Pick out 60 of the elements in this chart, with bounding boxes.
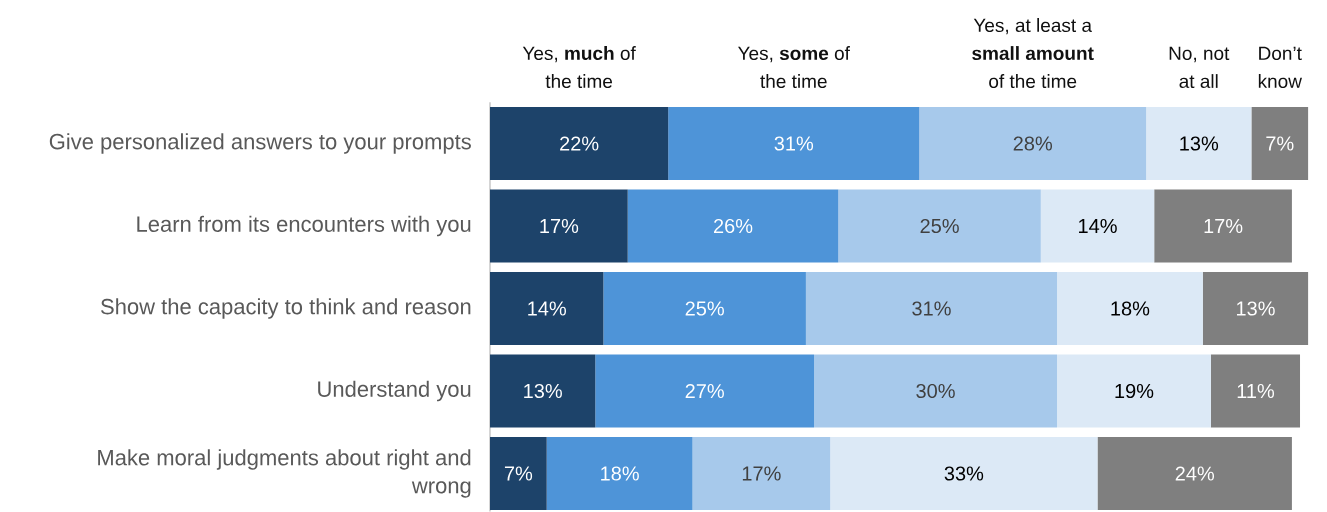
bar	[805, 272, 1058, 346]
y-tick-label: Understand you	[318, 380, 471, 402]
data-label: 25%	[685, 301, 724, 316]
bar	[692, 437, 831, 511]
series-label: No, not at all	[1169, 46, 1230, 89]
data-label: 14%	[528, 301, 567, 316]
data-label: 11%	[1237, 384, 1275, 398]
data-label: 19%	[1115, 383, 1154, 399]
data-label: 27%	[685, 383, 724, 399]
bar	[595, 354, 814, 428]
bar	[830, 437, 1098, 511]
series-label: Yes, some of the time	[738, 46, 850, 89]
data-label: 13%	[1180, 136, 1219, 151]
bar	[490, 106, 669, 181]
data-label: 18%	[1111, 301, 1150, 316]
data-label: 17%	[540, 219, 579, 233]
data-label: 31%	[912, 301, 951, 316]
bar	[1202, 272, 1309, 346]
bar	[603, 272, 806, 346]
data-label: 7%	[1266, 136, 1294, 151]
bar	[546, 437, 693, 511]
series-label: Don’t know	[1258, 46, 1302, 89]
bar	[1040, 189, 1155, 263]
bar	[490, 272, 604, 346]
y-tick-label: Learn from its encounters with you	[137, 215, 471, 237]
bar	[490, 189, 628, 263]
bar	[1057, 272, 1203, 346]
data-label: 24%	[1175, 466, 1215, 481]
series-label: Yes, much of the time	[522, 46, 636, 89]
series-label: Yes, at least a small amount of the time	[972, 18, 1094, 89]
bar	[490, 354, 596, 428]
bar	[919, 106, 1147, 181]
bar	[1097, 437, 1292, 511]
y-tick-label: Make moral judgments about right and wrong	[98, 449, 471, 498]
bar	[1057, 354, 1211, 428]
bar	[814, 354, 1058, 428]
bar	[490, 437, 547, 511]
data-label: 25%	[920, 218, 959, 234]
y-tick-label: Show the capacity to think and reason	[101, 298, 471, 319]
bar	[838, 189, 1041, 263]
data-label: 30%	[916, 383, 955, 399]
y-tick-label: Give personalized answers to your prompts	[49, 133, 471, 154]
data-label: 17%	[742, 466, 781, 481]
data-label: 13%	[1236, 301, 1275, 316]
data-label: 33%	[944, 466, 984, 481]
data-label: 18%	[601, 466, 639, 481]
bar	[668, 106, 920, 181]
data-label: 22%	[560, 136, 599, 151]
data-label: 17%	[1204, 219, 1243, 233]
bar	[1154, 189, 1292, 263]
bar	[627, 189, 839, 263]
data-label: 14%	[1079, 219, 1117, 233]
bar	[1210, 354, 1301, 428]
data-label: 26%	[713, 218, 753, 234]
bar	[1146, 106, 1252, 181]
data-label: 13%	[524, 383, 562, 399]
data-label: 7%	[504, 466, 533, 481]
data-label: 31%	[774, 136, 814, 151]
bar	[1251, 106, 1309, 181]
data-label: 28%	[1013, 136, 1053, 151]
